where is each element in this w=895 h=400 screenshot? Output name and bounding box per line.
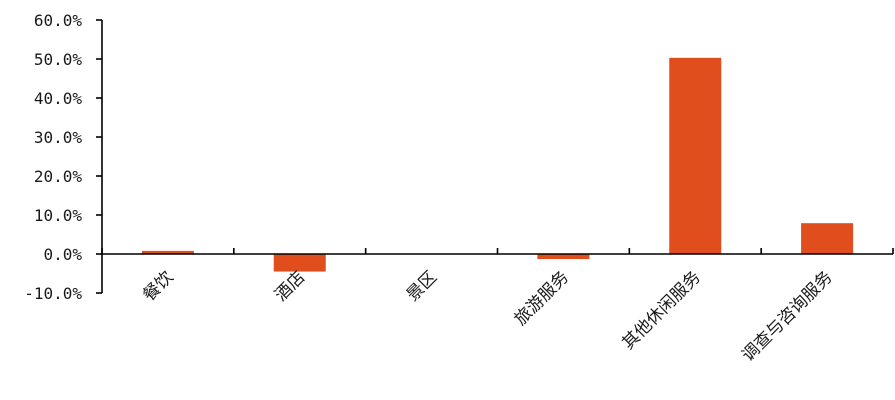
y-tick-label: -10.0%: [24, 284, 82, 303]
x-tick-label: 酒店: [271, 267, 309, 305]
y-tick-label: 20.0%: [34, 167, 83, 186]
bar: [141, 250, 194, 254]
y-tick-label: 50.0%: [34, 50, 83, 69]
y-axis: -10.0% 0.0% 10.0% 20.0% 30.0% 40.0% 50.0% 60.0%: [24, 11, 103, 303]
category-labels: 餐饮 酒店 景区 旅游服务 其他休闲服务 调查与咨询服务: [139, 267, 836, 365]
x-tick-label: 其他休闲服务: [619, 267, 705, 353]
y-tick-label: 40.0%: [34, 89, 83, 108]
y-tick-label: 30.0%: [34, 128, 83, 147]
y-tick-label: 60.0%: [34, 11, 83, 30]
bar: [537, 254, 590, 260]
bar: [273, 254, 326, 272]
bar: [801, 223, 854, 254]
x-tick-label: 餐饮: [139, 267, 177, 305]
x-tick-label: 旅游服务: [511, 267, 573, 329]
y-tick-label: 0.0%: [43, 245, 82, 264]
x-tick-label: 调查与咨询服务: [738, 267, 836, 365]
y-tick-label: 10.0%: [34, 206, 83, 225]
x-tick-label: 景区: [403, 267, 441, 305]
x-axis: [101, 248, 894, 255]
bars: [141, 57, 854, 272]
bar: [669, 57, 722, 254]
